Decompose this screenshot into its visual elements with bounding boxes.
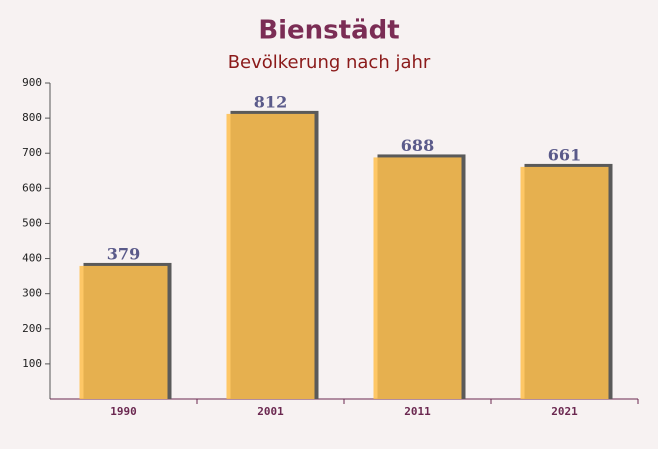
value-label: 379	[107, 244, 140, 263]
x-tick-label: 2021	[551, 405, 578, 418]
value-label: 688	[401, 136, 434, 155]
y-tick-label: 200	[22, 322, 42, 335]
bar	[79, 265, 168, 399]
x-tick-label: 2001	[257, 405, 284, 418]
y-tick-label: 300	[22, 287, 42, 300]
x-tick-label: 2011	[404, 405, 431, 418]
y-tick-label: 700	[22, 146, 42, 159]
bar	[520, 166, 609, 399]
x-tick-label: 1990	[110, 405, 137, 418]
chart-subtitle: Bevölkerung nach jahr	[228, 52, 431, 73]
value-label: 661	[548, 145, 581, 164]
y-tick-label: 600	[22, 181, 42, 194]
chart-title: Bienstädt	[258, 16, 399, 46]
y-tick-label: 800	[22, 111, 42, 124]
y-tick-label: 400	[22, 252, 42, 265]
bar	[226, 113, 315, 400]
bar	[373, 157, 462, 399]
y-tick-label: 900	[22, 76, 42, 89]
y-tick-label: 500	[22, 216, 42, 229]
value-label: 812	[254, 92, 287, 111]
y-tick-label: 100	[22, 357, 42, 370]
